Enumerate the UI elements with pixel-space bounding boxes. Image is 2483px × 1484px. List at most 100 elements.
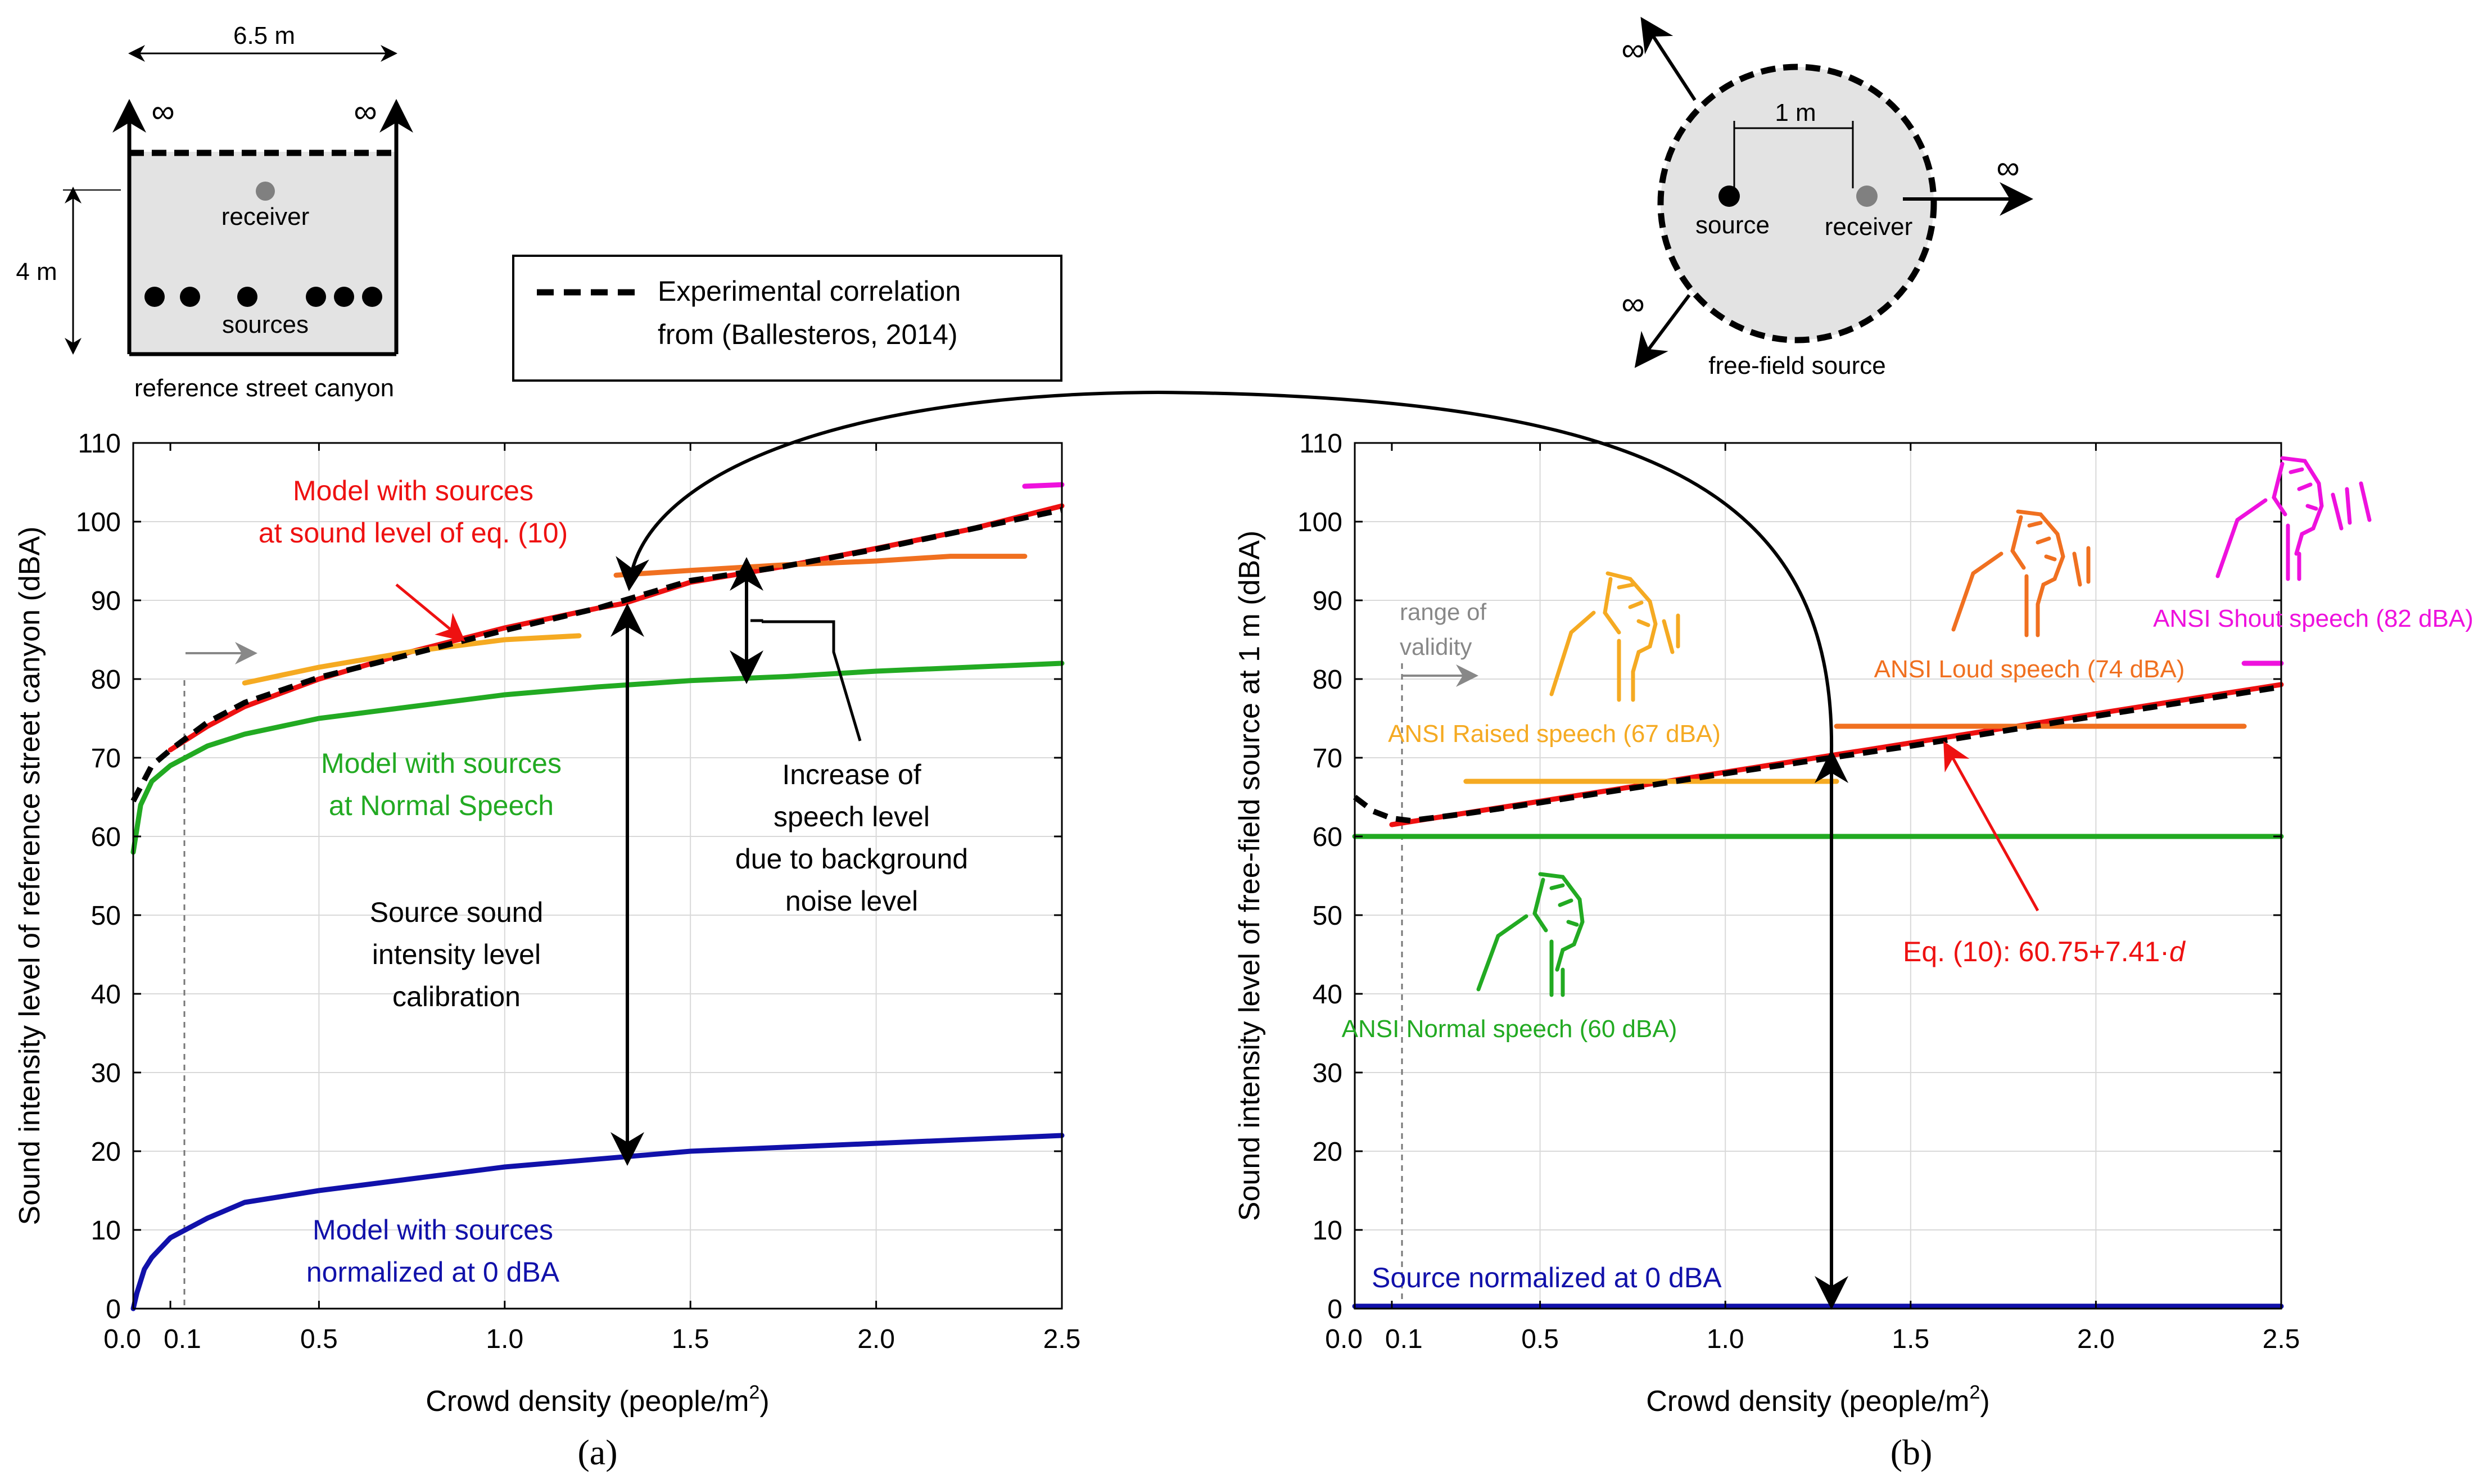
ansi-loud-label: ANSI Loud speech (74 dBA) xyxy=(1874,655,2185,683)
y-tick-label: 50 xyxy=(1313,901,1342,931)
ansi-raised-label: ANSI Raised speech (67 dBA) xyxy=(1388,720,1721,748)
x-tick-label: 1.5 xyxy=(672,1324,709,1354)
legend-line2: from (Ballesteros, 2014) xyxy=(658,319,958,350)
speech-increase-leader xyxy=(750,619,862,741)
y-tick-label: 30 xyxy=(1313,1058,1342,1088)
infinity-left-label: ∞ xyxy=(151,93,174,130)
panel-a-xlabel-end: ) xyxy=(759,1385,769,1418)
x-tick-label: 0.1 xyxy=(1385,1324,1423,1354)
panel-b-label: (b) xyxy=(1890,1432,1933,1472)
green-model-label-2: at Normal Speech xyxy=(329,790,554,821)
y-tick-label: 100 xyxy=(1297,508,1342,537)
panel-a: 0 10 20 30 40 50 60 70 80 90 100 110 0.0 0.1 0.5 1.0 1.5… xyxy=(13,429,1080,1472)
series-a-model-with-sources-at-normal-speech xyxy=(130,660,1065,855)
red-model-leader xyxy=(395,583,465,642)
free-field-source-dot xyxy=(1718,186,1740,207)
free-field-schematic: 1 m source receiver ∞ ∞ ∞ free-field sou… xyxy=(1621,16,2033,379)
receiver-dot xyxy=(256,182,275,201)
legend-line1: Experimental correlation xyxy=(658,275,961,307)
y-tick-label: 110 xyxy=(78,429,121,459)
panel-b-xlabel: Crowd density (people/m2) xyxy=(1646,1382,1989,1418)
panel-b-xlabel-end: ) xyxy=(1980,1385,1989,1418)
source-dot xyxy=(306,287,326,307)
x-tick-label: 2.5 xyxy=(2263,1324,2300,1354)
source-dot xyxy=(362,287,382,307)
free-field-receiver-label: receiver xyxy=(1825,213,1913,241)
infinity-arrow-nw xyxy=(1640,16,1697,101)
infinity-nw-label: ∞ xyxy=(1621,31,1644,68)
x-tick-label: 2.0 xyxy=(2077,1324,2115,1354)
y-tick-label: 10 xyxy=(91,1216,121,1246)
person-shout-icon xyxy=(2215,456,2372,581)
panel-a-xlabel: Crowd density (people/m2) xyxy=(426,1382,769,1418)
source-dot xyxy=(237,287,257,307)
panel-a-xlabel-main: Crowd density (people/m xyxy=(426,1385,749,1418)
eq10-leader xyxy=(1943,741,2039,912)
eq10-label: Eq. (10): 60.75+7.41·d xyxy=(1903,936,2186,967)
x-tick-label: 0.0 xyxy=(1325,1324,1363,1354)
panel-a-label: (a) xyxy=(577,1432,617,1472)
blue-model-label-2: normalized at 0 dBA xyxy=(306,1256,560,1288)
eq10-label-main: Eq. (10): 60.75+7.41· xyxy=(1903,936,2169,967)
y-tick-label: 40 xyxy=(1313,980,1342,1010)
series-a-experimental-correlation-ballesteros-2014 xyxy=(130,507,1063,803)
series-b-experimental-correlation xyxy=(1353,684,2282,824)
person-loud-icon xyxy=(1951,509,2091,637)
infinity-e-label: ∞ xyxy=(1996,150,2019,186)
red-model-label-1: Model with sources xyxy=(293,475,533,506)
validity-label-1: range of xyxy=(1400,599,1486,625)
panel-a-ylabel: Sound intensity level of reference stree… xyxy=(13,527,46,1225)
y-tick-label: 0 xyxy=(106,1295,121,1324)
increase-label-3: due to background xyxy=(735,843,968,875)
increase-label-2: speech level xyxy=(774,801,930,833)
increase-label-1: Increase of xyxy=(782,759,921,790)
legend-box xyxy=(512,255,1062,382)
panel-a-frame xyxy=(132,442,1063,1310)
free-field-receiver-dot xyxy=(1856,186,1878,207)
panel-link-curved-arrow xyxy=(616,390,1834,754)
x-tick-label: 2.0 xyxy=(857,1324,895,1354)
receiver-label: receiver xyxy=(221,203,310,230)
x-tick-label: 1.0 xyxy=(1707,1324,1744,1354)
series-a-loud-speech-74-dba xyxy=(613,554,1028,578)
y-tick-label: 110 xyxy=(1299,429,1342,459)
y-tick-label: 60 xyxy=(91,822,121,852)
y-tick-label: 50 xyxy=(91,901,121,931)
calibration-label-1: Source sound xyxy=(370,897,544,928)
person-raised-icon xyxy=(1549,571,1680,702)
y-tick-label: 90 xyxy=(1313,586,1342,616)
source-dot xyxy=(180,287,200,307)
y-tick-label: 40 xyxy=(91,980,121,1010)
free-field-source-label: source xyxy=(1695,211,1770,239)
eq10-label-var: d xyxy=(2169,936,2186,967)
width-label: 6.5 m xyxy=(233,22,295,49)
height-label: 4 m xyxy=(16,258,57,286)
blue-model-label-1: Model with sources xyxy=(313,1214,553,1246)
sources-label: sources xyxy=(222,311,309,338)
free-field-caption: free-field source xyxy=(1708,352,1885,379)
panel-a-ticks: 0 10 20 30 40 50 60 70 80 90 100 110 0.0 0.1 0.5 1.0 1.5… xyxy=(76,429,1080,1354)
panel-a-grid xyxy=(133,443,1062,1309)
y-tick-label: 0 xyxy=(1327,1295,1342,1324)
y-tick-label: 10 xyxy=(1313,1216,1342,1246)
x-tick-label: 0.0 xyxy=(103,1324,141,1354)
green-model-label-1: Model with sources xyxy=(321,748,562,779)
x-tick-label: 0.5 xyxy=(300,1324,338,1354)
series-a-shout-speech-82-dba xyxy=(1022,482,1065,489)
street-canyon-schematic: ∞ ∞ 6.5 m 4 m receiver sources reference… xyxy=(16,22,413,402)
source-dot xyxy=(144,287,165,307)
panel-a-plot-area xyxy=(133,443,1062,1309)
y-tick-label: 80 xyxy=(91,665,121,695)
ansi-normal-label: ANSI Normal speech (60 dBA) xyxy=(1342,1015,1677,1043)
y-tick-label: 30 xyxy=(91,1058,121,1088)
y-tick-label: 20 xyxy=(91,1137,121,1167)
x-tick-label: 1.0 xyxy=(486,1324,523,1354)
free-field-circle xyxy=(1657,64,1937,343)
infinity-right-label: ∞ xyxy=(354,93,377,130)
legend: Experimental correlation from (Ballester… xyxy=(512,255,1062,382)
street-caption: reference street canyon xyxy=(134,374,394,402)
calibration-label-3: calibration xyxy=(392,981,521,1012)
normalized-source-label: Source normalized at 0 dBA xyxy=(1372,1262,1722,1293)
series-a-raised-speech-67-dba xyxy=(242,633,582,686)
